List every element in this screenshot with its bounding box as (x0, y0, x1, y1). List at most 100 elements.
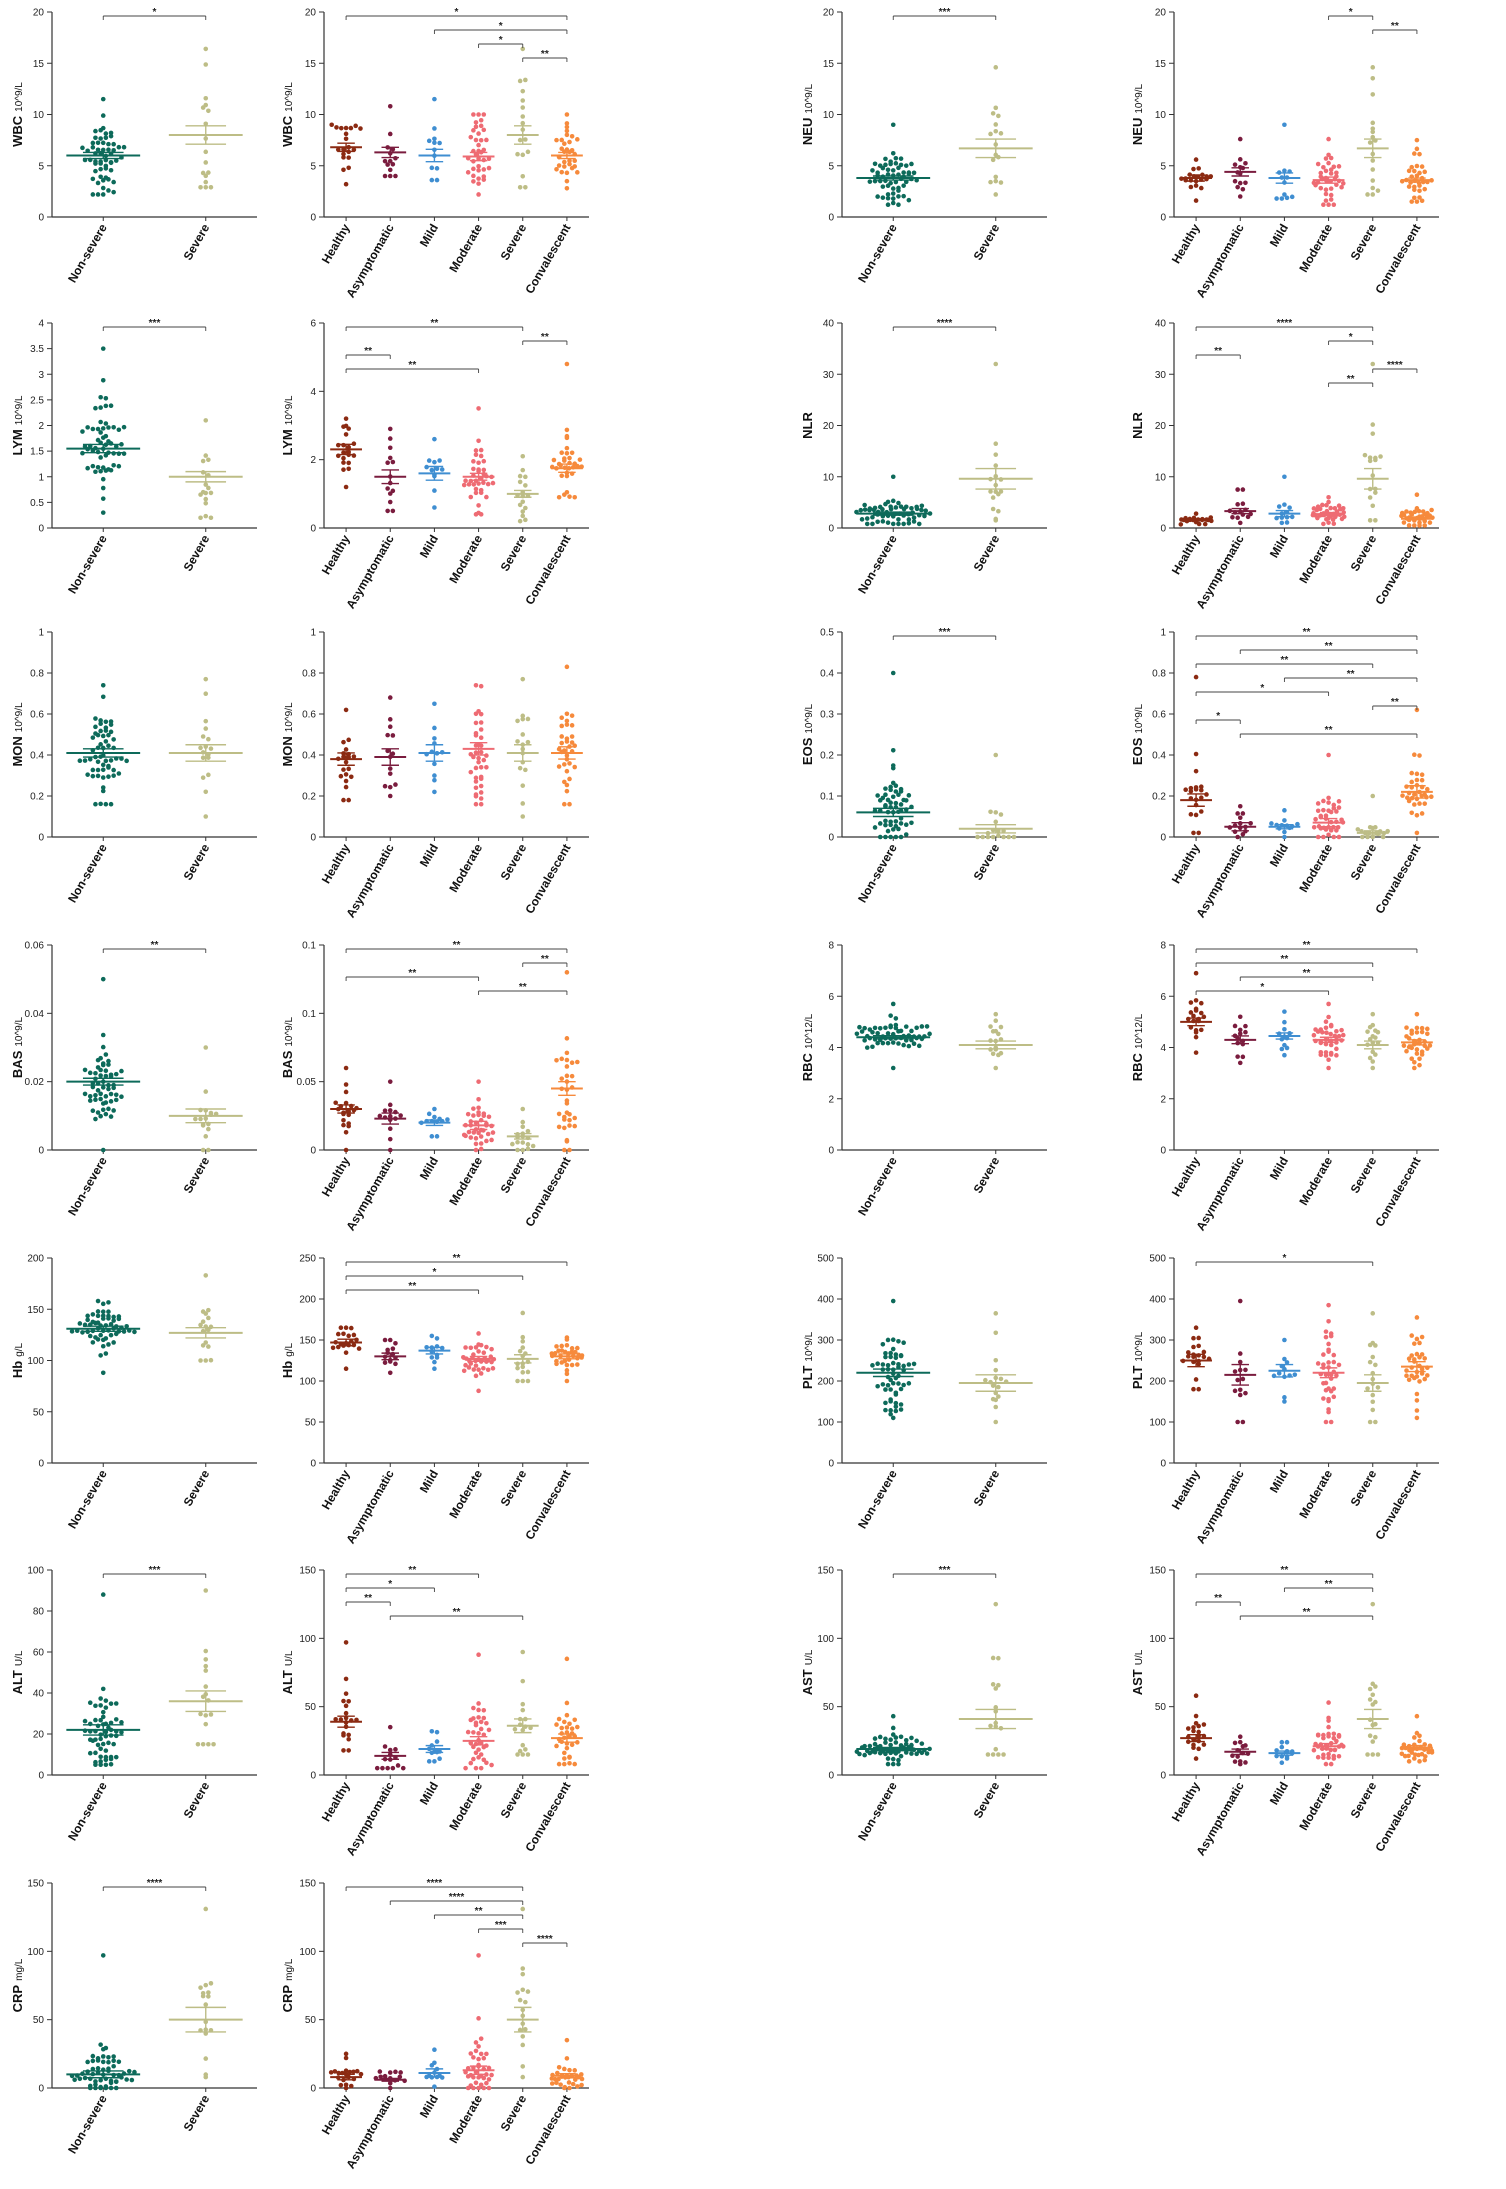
data-point (85, 2069, 90, 2074)
data-point (341, 1731, 346, 1736)
data-point (390, 161, 396, 167)
data-point (990, 1383, 996, 1388)
y-tick-label: 2 (1160, 1094, 1166, 1105)
data-point (1417, 1379, 1422, 1384)
hb-y-label: Hbg/L (10, 1342, 25, 1378)
data-point (1196, 1386, 1201, 1392)
data-point (103, 1762, 109, 1768)
data-point (1235, 834, 1240, 840)
data-point (1328, 167, 1334, 172)
y-label-title: WBC (280, 115, 295, 147)
data-point (106, 1086, 111, 1092)
data-point (208, 746, 214, 751)
data-point (488, 1354, 494, 1360)
data-point (564, 170, 570, 176)
data-point (896, 792, 901, 798)
data-point (1237, 1027, 1243, 1033)
data-point (98, 742, 103, 747)
data-point (909, 1742, 914, 1748)
y-tick-label: 2 (828, 1094, 834, 1105)
data-point (484, 2051, 489, 2057)
data-point (896, 194, 901, 199)
data-point (432, 126, 437, 131)
data-point (398, 2070, 403, 2075)
data-point (478, 512, 484, 517)
y-tick-label: 15 (305, 59, 317, 70)
category-label: Severe (498, 841, 530, 882)
data-point (898, 802, 904, 807)
data-point (993, 1367, 999, 1373)
data-point (95, 759, 101, 765)
data-point (473, 785, 479, 791)
data-point (883, 1350, 888, 1356)
data-point (888, 1737, 893, 1742)
data-point (113, 1331, 119, 1337)
data-point (890, 1001, 896, 1007)
category-label: Severe (971, 1779, 1003, 1820)
data-point (486, 2065, 492, 2071)
data-point (1282, 829, 1287, 835)
data-point (1240, 811, 1246, 816)
y-label-unit: 10^9/L (284, 702, 295, 732)
data-point (559, 740, 565, 746)
y-tick-label: 0 (310, 833, 316, 844)
data-point (906, 1381, 912, 1386)
data-point (1414, 812, 1420, 818)
data-point (1326, 160, 1331, 166)
data-point (432, 1359, 437, 1365)
data-point (206, 755, 211, 760)
y-tick-label: 1 (38, 628, 44, 639)
category-label: Moderate (446, 2092, 485, 2145)
data-point (562, 762, 567, 767)
data-point (387, 1747, 393, 1753)
data-point (93, 801, 98, 807)
data-point (1240, 1376, 1246, 1382)
data-point (556, 764, 562, 769)
data-point (476, 1079, 481, 1084)
data-point (1232, 162, 1238, 167)
data-point (468, 2051, 474, 2056)
data-point (919, 1741, 925, 1746)
data-point (888, 180, 893, 186)
y-tick-label: 150 (1149, 1566, 1166, 1577)
data-point (100, 496, 106, 501)
data-point (1328, 1376, 1334, 1381)
data-point (1188, 812, 1194, 817)
data-point (890, 191, 896, 196)
data-point (890, 168, 896, 173)
data-point (393, 1340, 398, 1346)
data-point (927, 1031, 932, 1037)
data-point (390, 733, 396, 738)
data-point (111, 424, 116, 430)
data-point (387, 455, 393, 461)
data-point (121, 144, 127, 150)
data-point (1326, 1731, 1331, 1737)
data-point (1339, 1027, 1344, 1033)
y-tick-label: 20 (305, 8, 317, 19)
y-label-unit: 10^9/L (284, 395, 295, 425)
category-label: Severe (1348, 1779, 1380, 1820)
data-point (471, 459, 476, 464)
data-point (1188, 184, 1194, 190)
data-point (100, 1107, 106, 1113)
data-point (93, 1097, 98, 1103)
data-point (520, 1124, 526, 1130)
y-tick-label: 30 (1155, 370, 1167, 381)
y-label-unit: mg/L (14, 1958, 25, 1981)
y-tick-label: 10 (1155, 472, 1167, 483)
data-point (1422, 1356, 1428, 1361)
data-point (1279, 1046, 1285, 1052)
data-point (473, 792, 479, 797)
data-point (1196, 1361, 1201, 1367)
data-point (333, 1100, 338, 1106)
data-point (564, 970, 570, 975)
data-point (203, 453, 209, 458)
data-point (1198, 787, 1204, 793)
data-point (515, 1147, 520, 1153)
data-point (432, 761, 437, 767)
data-point (343, 747, 349, 752)
data-point (1406, 1044, 1412, 1050)
data-point (554, 137, 559, 143)
data-point (108, 467, 114, 473)
